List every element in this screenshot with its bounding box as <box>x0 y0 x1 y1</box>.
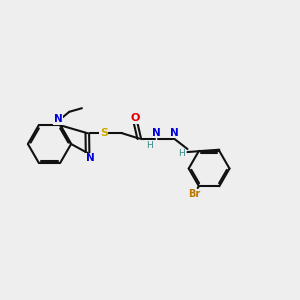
Text: N: N <box>169 128 178 137</box>
Text: H: H <box>178 149 185 158</box>
Text: N: N <box>53 114 62 124</box>
Text: N: N <box>152 128 161 137</box>
Text: N: N <box>85 153 94 164</box>
Text: H: H <box>146 141 152 150</box>
Text: S: S <box>100 128 108 138</box>
Text: Br: Br <box>188 189 200 199</box>
Text: O: O <box>131 113 140 123</box>
